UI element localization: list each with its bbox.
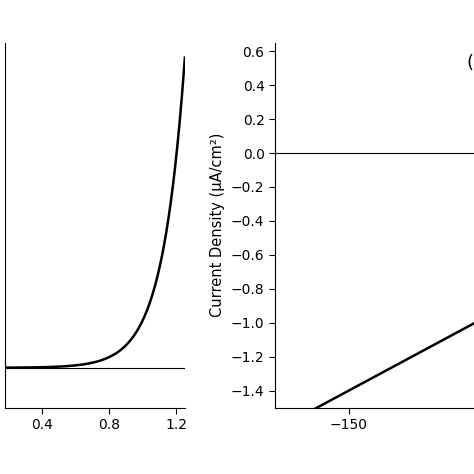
- Text: (b): (b): [466, 54, 474, 72]
- Y-axis label: Current Density (μA/cm²): Current Density (μA/cm²): [210, 133, 225, 317]
